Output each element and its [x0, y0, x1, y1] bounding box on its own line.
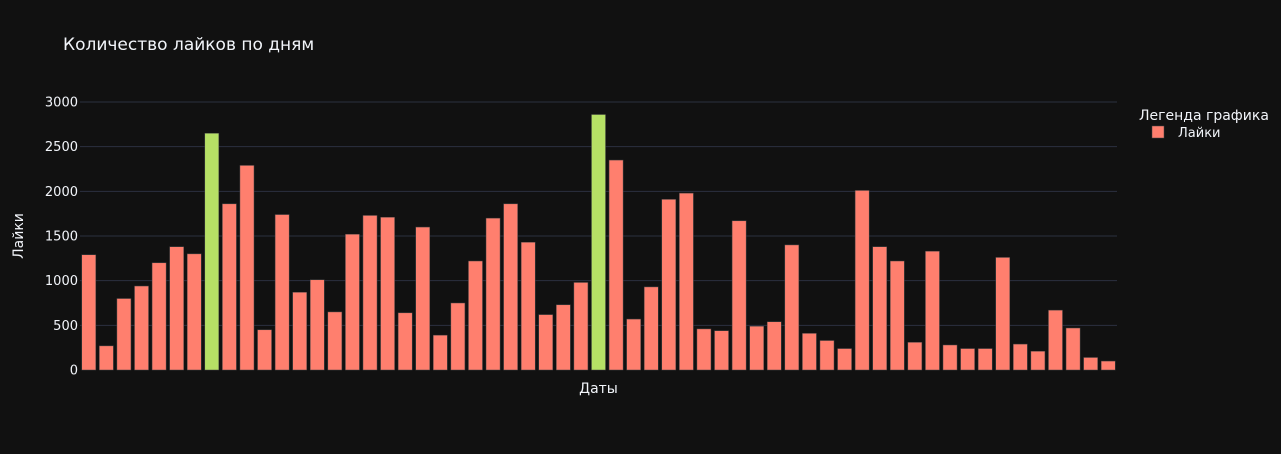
bar[interactable] — [274, 214, 290, 371]
bar[interactable] — [292, 292, 307, 371]
bar[interactable] — [837, 348, 852, 371]
bar[interactable] — [1065, 327, 1081, 371]
bar[interactable] — [731, 220, 747, 371]
y-tick-labels: 0 500 1000 1500 2000 2500 3000 — [45, 96, 78, 379]
bar[interactable] — [239, 165, 255, 371]
bar[interactable] — [573, 282, 589, 371]
bar[interactable] — [538, 314, 554, 371]
bar[interactable] — [556, 304, 571, 371]
bar[interactable] — [679, 192, 694, 371]
bar[interactable] — [362, 215, 378, 371]
y-tick-label: 500 — [53, 319, 78, 334]
x-axis-label: Даты — [579, 381, 618, 397]
bar[interactable] — [872, 246, 888, 371]
y-tick-label: 1000 — [45, 274, 78, 289]
bar[interactable] — [485, 217, 501, 371]
bar[interactable] — [608, 159, 624, 371]
bar[interactable] — [643, 286, 659, 371]
bar[interactable] — [468, 260, 483, 371]
y-tick-label: 3000 — [45, 96, 78, 111]
bar[interactable] — [802, 333, 817, 371]
bar[interactable] — [925, 250, 940, 371]
bar[interactable] — [99, 345, 114, 371]
y-tick-label: 2500 — [45, 140, 78, 155]
bar[interactable] — [345, 233, 360, 371]
bar[interactable] — [1100, 360, 1116, 371]
bars — [81, 114, 1116, 371]
bar[interactable] — [977, 348, 993, 371]
bar[interactable] — [1048, 309, 1063, 371]
bar[interactable] — [1083, 357, 1098, 371]
bar[interactable] — [696, 328, 712, 371]
bar[interactable] — [995, 257, 1011, 371]
legend-title: Легенда графика — [1139, 108, 1269, 124]
bar[interactable] — [591, 114, 606, 371]
bar[interactable] — [520, 242, 536, 371]
bar[interactable] — [960, 348, 975, 371]
bar[interactable] — [116, 298, 132, 371]
bar[interactable] — [819, 340, 835, 371]
bar[interactable] — [942, 344, 958, 371]
y-tick-label: 0 — [70, 364, 78, 379]
bar[interactable] — [661, 199, 677, 371]
y-tick-label: 2000 — [45, 185, 78, 200]
y-axis-label: Лайки — [11, 213, 27, 259]
bar[interactable] — [433, 334, 448, 371]
legend-label: Лайки — [1178, 126, 1221, 141]
bar[interactable] — [1030, 350, 1046, 371]
bar[interactable] — [310, 279, 325, 371]
bar[interactable] — [257, 329, 272, 371]
bar[interactable] — [907, 342, 923, 371]
bar[interactable] — [204, 133, 220, 371]
bar[interactable] — [169, 246, 184, 371]
bar[interactable] — [854, 190, 870, 371]
bar[interactable] — [380, 216, 395, 371]
bar[interactable] — [784, 244, 800, 371]
bar[interactable] — [450, 302, 466, 371]
bar[interactable] — [415, 226, 431, 371]
bar[interactable] — [714, 330, 729, 371]
bar[interactable] — [186, 253, 202, 371]
bar[interactable] — [222, 203, 237, 371]
bar[interactable] — [766, 321, 782, 371]
bar[interactable] — [81, 254, 97, 371]
bar[interactable] — [397, 312, 413, 371]
bar[interactable] — [1013, 343, 1028, 371]
y-tick-label: 1500 — [45, 230, 78, 245]
bar[interactable] — [749, 325, 764, 371]
legend: Легенда графика Лайки — [1139, 108, 1269, 141]
legend-swatch — [1151, 125, 1165, 139]
bar[interactable] — [134, 285, 149, 371]
legend-item-likes[interactable]: Лайки — [1151, 125, 1221, 141]
bar[interactable] — [626, 318, 641, 371]
bar[interactable] — [327, 311, 343, 371]
chart-title: Количество лайков по дням — [63, 35, 314, 55]
bar[interactable] — [890, 260, 905, 371]
bar[interactable] — [151, 262, 167, 371]
bar[interactable] — [503, 203, 518, 371]
